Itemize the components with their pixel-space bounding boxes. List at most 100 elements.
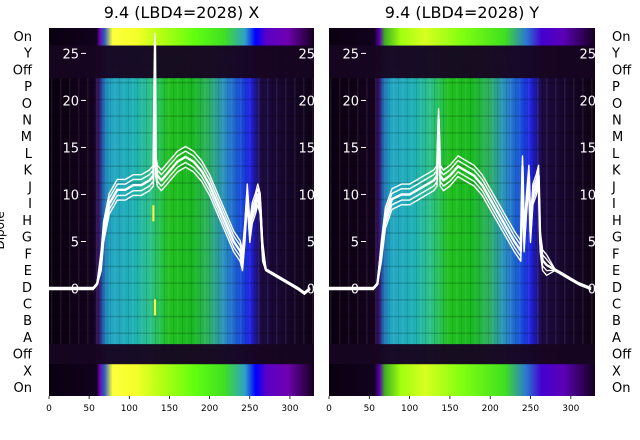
overlay-y-tick-label: 10 bbox=[342, 188, 359, 203]
overlay-y-tick-label-right: 0 bbox=[307, 283, 315, 298]
row-label: On bbox=[612, 30, 630, 45]
overlay-y-tick-label-right: 25 bbox=[298, 47, 315, 62]
on-band-bottom bbox=[49, 363, 314, 396]
overlay-trace-line bbox=[329, 128, 592, 291]
row-label: H bbox=[22, 214, 32, 229]
off-band-bottom bbox=[329, 344, 595, 365]
x-tick-label: 150 bbox=[441, 404, 458, 414]
heatmap-row-texture bbox=[49, 28, 314, 396]
x-tick-label: 0 bbox=[46, 404, 52, 414]
row-label: On bbox=[14, 30, 32, 45]
overlay-y-tick-label-right: 0 bbox=[588, 283, 596, 298]
row-label: G bbox=[612, 231, 622, 246]
row-label: G bbox=[22, 231, 32, 246]
off-band-top bbox=[329, 45, 595, 79]
row-label: A bbox=[23, 331, 32, 346]
row-label: J bbox=[27, 180, 32, 195]
row-label: F bbox=[612, 247, 619, 262]
overlay-trace-line bbox=[329, 108, 592, 289]
row-label: J bbox=[611, 180, 616, 195]
row-label: K bbox=[23, 164, 32, 179]
off-band-top bbox=[49, 45, 314, 79]
row-label: Off bbox=[612, 348, 632, 363]
overlay-y-tick-label: 15 bbox=[342, 141, 359, 156]
off-band-bottom bbox=[49, 344, 314, 365]
overlay-trace-line bbox=[49, 53, 311, 295]
heatmap-panel-1: 0 50 100 150 200 250 300OnYOffPONMLKJIHGFEDCBA… bbox=[0, 3, 315, 414]
x-tick-label: 50 bbox=[364, 404, 376, 414]
overlay-y-tick-label: 10 bbox=[62, 188, 79, 203]
x-tick-label: 250 bbox=[241, 404, 258, 414]
on-band-top bbox=[49, 28, 314, 46]
row-label: O bbox=[22, 97, 32, 112]
row-label: H bbox=[612, 214, 622, 229]
overlay-y-tick-label: 15 bbox=[62, 141, 79, 156]
overlay-trace-line bbox=[329, 117, 592, 290]
overlay-y-tick-label: 25 bbox=[342, 47, 359, 62]
yellow-mark bbox=[154, 299, 156, 316]
chart-title: 9.4 (LBD4=2028) Y bbox=[385, 3, 540, 22]
row-label: A bbox=[612, 331, 621, 346]
row-label: O bbox=[612, 97, 622, 112]
row-label: C bbox=[612, 298, 621, 313]
row-label: F bbox=[25, 247, 32, 262]
row-label: P bbox=[24, 80, 32, 95]
overlay-y-tick-label-right: 20 bbox=[298, 94, 315, 109]
row-label: Off bbox=[13, 63, 33, 78]
overlay-y-tick-label-right: 20 bbox=[579, 94, 596, 109]
x-tick-label: 0 bbox=[326, 404, 332, 414]
overlay-y-tick-label: 5 bbox=[351, 235, 359, 250]
overlay-y-tick-label-right: 10 bbox=[579, 188, 596, 203]
row-label: D bbox=[22, 281, 32, 296]
row-label: L bbox=[612, 147, 620, 162]
row-label: I bbox=[612, 197, 616, 212]
row-label: X bbox=[612, 364, 621, 379]
x-tick-label: 150 bbox=[161, 404, 178, 414]
overlay-y-tick-label-right: 5 bbox=[307, 235, 315, 250]
row-label: N bbox=[22, 114, 32, 129]
on-band-top bbox=[329, 28, 595, 46]
yellow-mark bbox=[152, 205, 155, 222]
row-label: K bbox=[612, 164, 621, 179]
row-label: E bbox=[24, 264, 32, 279]
overlay-y-tick-label-right: 10 bbox=[298, 188, 315, 203]
row-label: M bbox=[612, 130, 623, 145]
row-label: B bbox=[23, 314, 32, 329]
row-label: On bbox=[612, 381, 630, 396]
row-label: X bbox=[23, 364, 32, 379]
overlay-y-tick-label: 20 bbox=[62, 94, 79, 109]
row-label: Y bbox=[23, 47, 32, 62]
y-axis-label: Dipole bbox=[0, 211, 7, 249]
overlay-y-tick-label-right: 25 bbox=[579, 47, 596, 62]
row-label: I bbox=[28, 197, 32, 212]
row-label: Y bbox=[611, 47, 620, 62]
x-tick-label: 100 bbox=[121, 404, 138, 414]
x-tick-label: 250 bbox=[522, 404, 539, 414]
overlay-y-tick-label-right: 15 bbox=[298, 141, 315, 156]
overlay-y-tick-label-right: 15 bbox=[579, 141, 596, 156]
heatmap-row-texture bbox=[329, 28, 595, 396]
on-band-bottom bbox=[329, 363, 595, 396]
row-label: M bbox=[21, 130, 32, 145]
row-label: On bbox=[14, 381, 32, 396]
heatmap-panel-2: 0 50 100 150 200 250 300OnYOffPONMLKJIHGFEDCBA… bbox=[326, 3, 632, 414]
row-label: Off bbox=[612, 63, 632, 78]
row-label: Off bbox=[13, 348, 33, 363]
x-tick-label: 300 bbox=[562, 404, 579, 414]
row-label: P bbox=[612, 80, 620, 95]
row-label: B bbox=[612, 314, 621, 329]
x-tick-label: 300 bbox=[281, 404, 298, 414]
x-tick-label: 200 bbox=[482, 404, 499, 414]
x-tick-label: 50 bbox=[83, 404, 95, 414]
x-tick-label: 100 bbox=[401, 404, 418, 414]
overlay-trace-line bbox=[49, 33, 311, 293]
overlay-y-tick-label-right: 5 bbox=[588, 235, 596, 250]
overlay-y-tick-label: 5 bbox=[71, 235, 79, 250]
x-tick-label: 200 bbox=[201, 404, 218, 414]
row-label: N bbox=[612, 114, 622, 129]
row-label: C bbox=[23, 298, 32, 313]
row-label: E bbox=[612, 264, 620, 279]
row-label: D bbox=[612, 281, 622, 296]
overlay-y-tick-label: 25 bbox=[62, 47, 79, 62]
